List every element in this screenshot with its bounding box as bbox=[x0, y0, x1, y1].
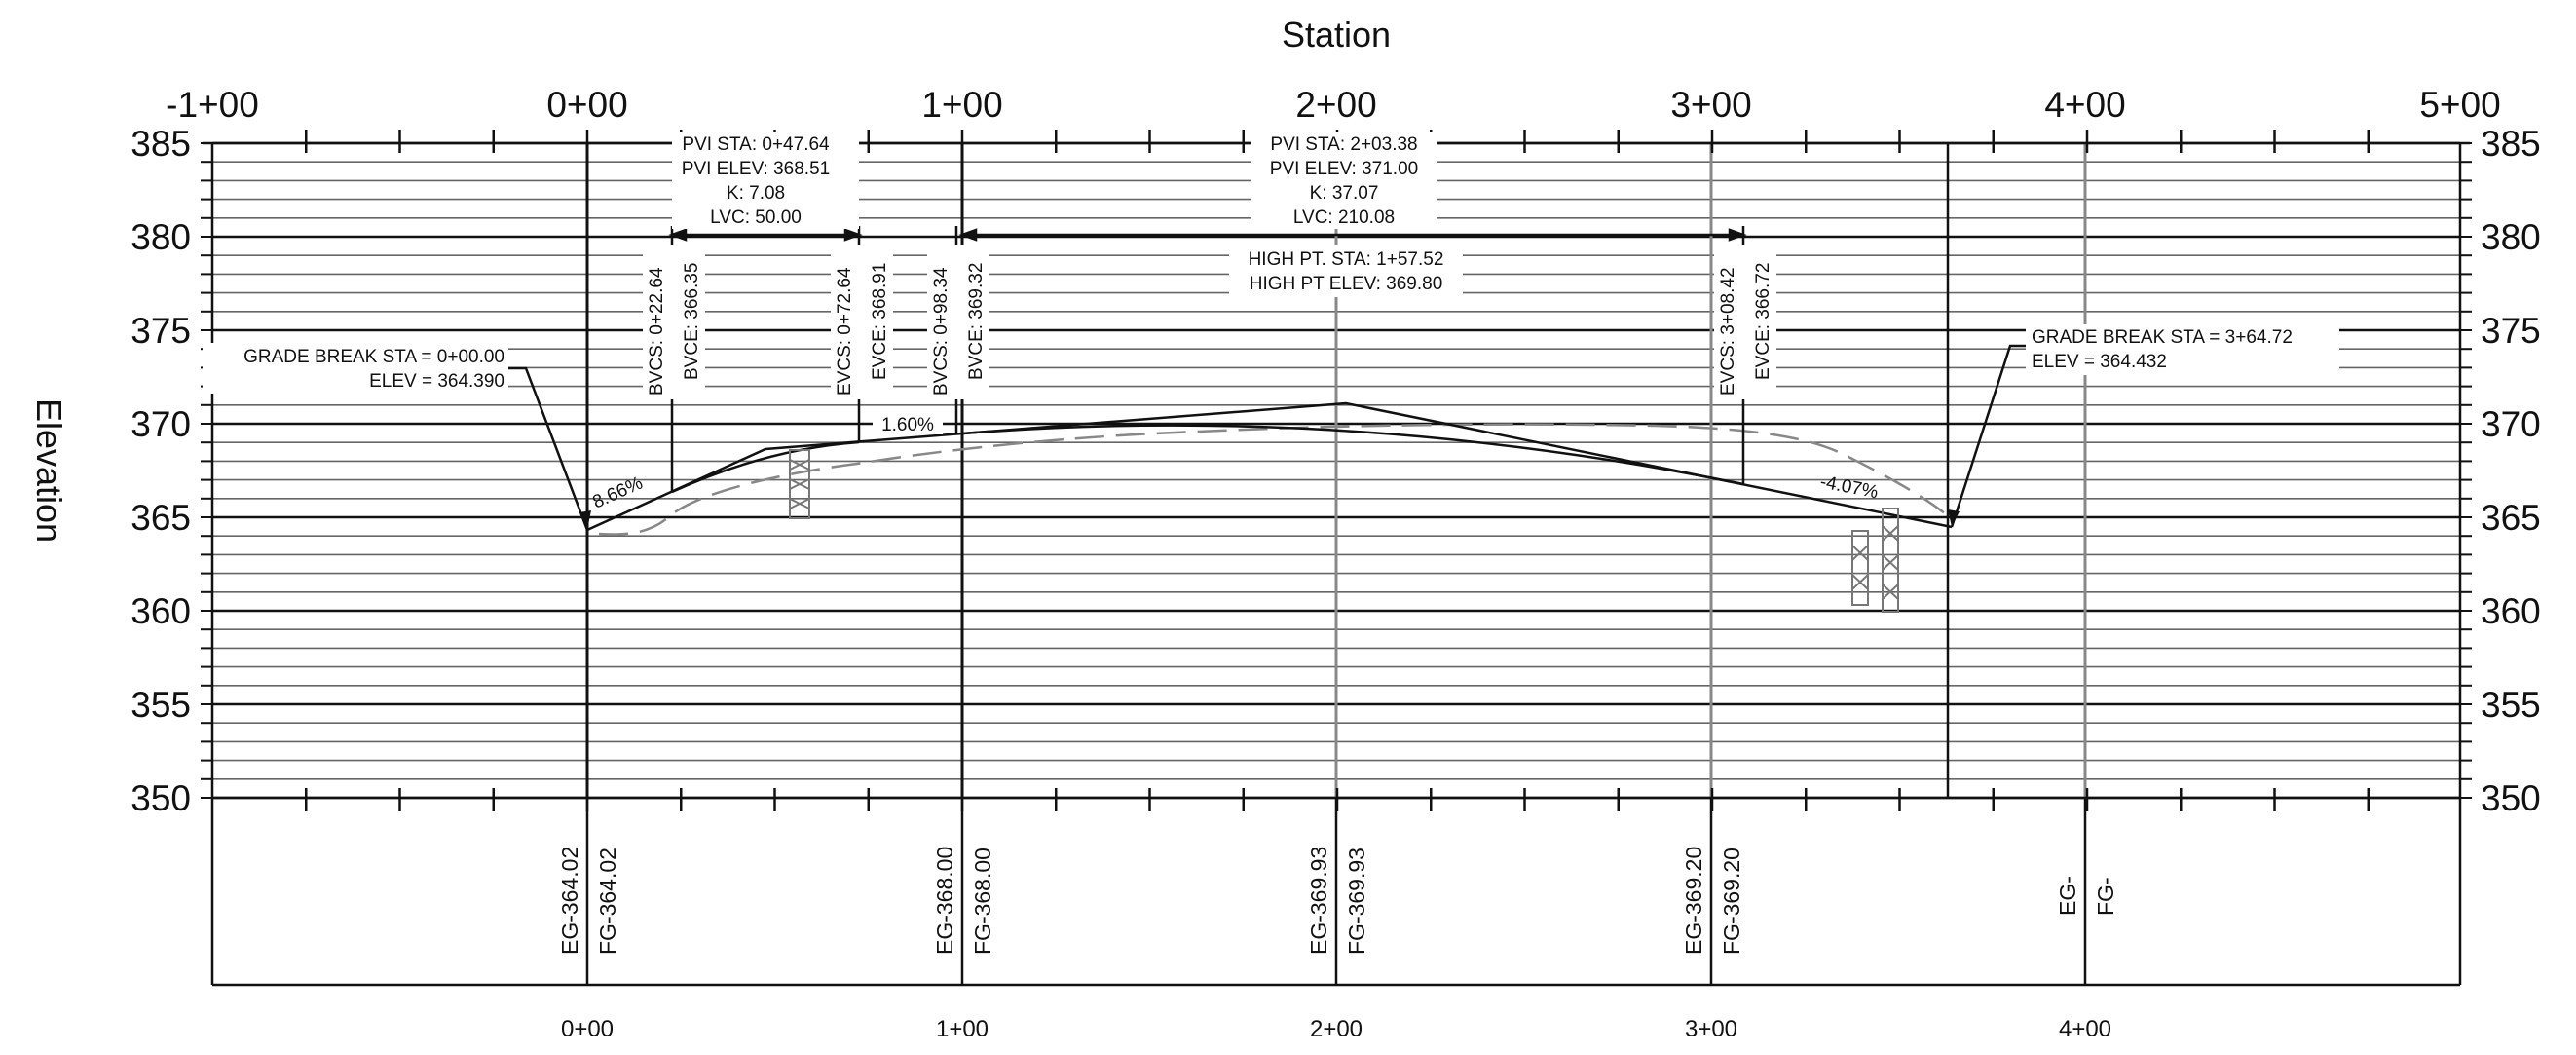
top-station-label: 5+00 bbox=[2419, 85, 2500, 125]
evce-1-label: EVCE: 368.91 bbox=[870, 263, 890, 380]
eg-label-0: EG-364.02 bbox=[557, 847, 582, 955]
eg-label-1: EG-368.00 bbox=[932, 847, 957, 955]
evcs-1-label: EVCS: 0+72.64 bbox=[835, 267, 855, 396]
elevation-label: 375 bbox=[2481, 311, 2541, 351]
elevation-label: 350 bbox=[2481, 778, 2541, 818]
bvcs-2-label: BVCS: 0+98.34 bbox=[931, 267, 952, 396]
grade-break-left-labels: GRADE BREAK STA = 0+00.00 ELEV = 364.390 bbox=[203, 343, 508, 394]
pvi-1-lvc: LVC: 50.00 bbox=[710, 207, 802, 228]
structure-1 bbox=[789, 449, 810, 519]
grade-break-right-labels: GRADE BREAK STA = 3+64.72 ELEV = 364.432 bbox=[2026, 324, 2339, 375]
bottom-station-labels: 0+00 1+00 2+00 3+00 4+00 bbox=[561, 1016, 2111, 1042]
high-point-elev: HIGH PT ELEV: 369.80 bbox=[1250, 274, 1443, 294]
data-band-lines bbox=[585, 798, 2087, 985]
grade-break-right-elev: ELEV = 364.432 bbox=[2032, 352, 2167, 372]
grade-2-label: 1.60% bbox=[881, 415, 934, 435]
high-point-sta: HIGH PT. STA: 1+57.52 bbox=[1249, 249, 1444, 270]
bottom-station-label: 2+00 bbox=[1310, 1016, 1363, 1042]
pvi-2-labels: PVI STA: 2+03.38 PVI ELEV: 371.00 K: 37.… bbox=[1251, 132, 1437, 229]
pvi-1-labels: PVI STA: 0+47.64 PVI ELEV: 368.51 K: 7.0… bbox=[672, 132, 859, 229]
top-station-label: 4+00 bbox=[2044, 85, 2125, 125]
evce-2-label: EVCE: 366.72 bbox=[1753, 263, 1773, 380]
elevation-grid bbox=[212, 141, 2460, 800]
elevation-label: 380 bbox=[131, 217, 191, 257]
grade-break-right-sta: GRADE BREAK STA = 3+64.72 bbox=[2032, 327, 2293, 348]
eg-label-2: EG-369.93 bbox=[1306, 847, 1331, 955]
elevation-label: 370 bbox=[131, 404, 191, 444]
top-station-label: 2+00 bbox=[1295, 85, 1376, 125]
existing-ground-line bbox=[598, 423, 1954, 536]
elevation-label: 355 bbox=[131, 685, 191, 725]
bottom-station-label: 1+00 bbox=[936, 1016, 989, 1042]
pvi-2-lvc: LVC: 210.08 bbox=[1293, 207, 1395, 228]
elevation-label: 380 bbox=[2481, 217, 2541, 257]
bvce-1-label: BVCE: 366.35 bbox=[682, 263, 702, 380]
lvc-arrows bbox=[668, 228, 1747, 242]
eg-label-3: EG-369.20 bbox=[1681, 847, 1706, 955]
bottom-station-label: 3+00 bbox=[1685, 1016, 1737, 1042]
bvcs-1-label: BVCS: 0+22.64 bbox=[647, 267, 667, 396]
pvi-1-k: K: 7.08 bbox=[727, 183, 785, 204]
bottom-station-label: 0+00 bbox=[561, 1016, 614, 1042]
grade-break-leaders bbox=[506, 344, 2030, 531]
elevation-label: 385 bbox=[2481, 124, 2541, 164]
y-axis-title: Elevation bbox=[29, 398, 69, 543]
pvi-2-sta: PVI STA: 2+03.38 bbox=[1270, 134, 1417, 155]
top-station-label: 1+00 bbox=[921, 85, 1002, 125]
top-station-labels: -1+00 0+00 1+00 2+00 3+00 4+00 5+00 bbox=[166, 85, 2501, 125]
high-point-labels: HIGH PT. STA: 1+57.52 HIGH PT ELEV: 369.… bbox=[1229, 245, 1463, 297]
x-axis-title: Station bbox=[1282, 15, 1391, 55]
elevation-label: 355 bbox=[2481, 685, 2541, 725]
elevation-label: 365 bbox=[2481, 498, 2541, 538]
data-band-labels: EG-364.02 FG-364.02 EG-368.00 FG-368.00 … bbox=[557, 847, 2118, 955]
grade-break-left-sta: GRADE BREAK STA = 0+00.00 bbox=[243, 347, 504, 367]
top-station-label: 0+00 bbox=[546, 85, 627, 125]
finished-grade-tangents bbox=[586, 401, 1953, 532]
elevation-label: 350 bbox=[131, 778, 191, 818]
bvce-2-label: BVCE: 369.32 bbox=[966, 263, 987, 380]
eg-label-4: EG- bbox=[2055, 876, 2080, 916]
fg-label-1: FG-368.00 bbox=[970, 848, 995, 955]
top-station-label: 3+00 bbox=[1670, 85, 1751, 125]
bottom-station-label: 4+00 bbox=[2059, 1016, 2111, 1042]
elevation-label: 375 bbox=[131, 311, 191, 351]
fg-label-4: FG- bbox=[2093, 877, 2118, 916]
curve-station-labels: BVCS: 0+22.64 BVCE: 366.35 EVCS: 0+72.64… bbox=[643, 245, 1776, 399]
pvi-2-elev: PVI ELEV: 371.00 bbox=[1270, 159, 1418, 179]
evcs-2-label: EVCS: 3+08.42 bbox=[1718, 267, 1738, 396]
structure-2 bbox=[1851, 508, 1899, 613]
grade-break-arrowheads bbox=[579, 509, 1960, 530]
grade-break-left-elev: ELEV = 364.390 bbox=[369, 371, 504, 392]
elevation-label: 360 bbox=[131, 591, 191, 631]
elevation-labels-left: 385 380 375 370 365 360 355 350 bbox=[131, 124, 191, 818]
finished-grade-curves bbox=[671, 424, 1744, 494]
elevation-label: 365 bbox=[131, 498, 191, 538]
elevation-labels-right: 385 380 375 370 365 360 355 350 bbox=[2481, 124, 2541, 818]
fg-label-0: FG-364.02 bbox=[595, 848, 620, 955]
elevation-label: 360 bbox=[2481, 591, 2541, 631]
pvi-1-sta: PVI STA: 0+47.64 bbox=[682, 134, 830, 155]
fg-label-2: FG-369.93 bbox=[1344, 848, 1369, 955]
elevation-label: 370 bbox=[2481, 404, 2541, 444]
top-station-label: -1+00 bbox=[166, 85, 259, 125]
fg-label-3: FG-369.20 bbox=[1719, 848, 1744, 955]
pvi-2-k: K: 37.07 bbox=[1310, 183, 1379, 204]
elevation-label: 385 bbox=[131, 124, 191, 164]
pvi-1-elev: PVI ELEV: 368.51 bbox=[682, 159, 830, 179]
